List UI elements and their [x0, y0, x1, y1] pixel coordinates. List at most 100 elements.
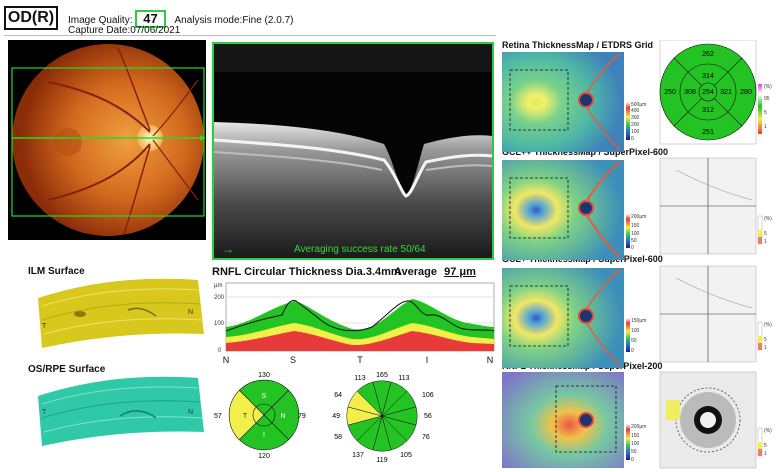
clock-value-10: 64: [334, 392, 342, 399]
rnfl-ytick-100: 100: [214, 321, 225, 327]
retina-scale-3: 200: [631, 122, 640, 128]
rnfl-scale-0: 200μm: [631, 424, 646, 430]
etdrs-scale-5: 5: [764, 110, 767, 116]
rnfl-scale-4: 0: [631, 457, 634, 463]
os-rpe-t-label: T: [42, 409, 47, 416]
rnfl-xtick-t: T: [357, 355, 363, 365]
rnfl-xtick-n2: N: [487, 355, 494, 365]
gclp-scale-2: 50: [631, 338, 637, 344]
gclpp-scale-5: 5: [764, 231, 767, 237]
gclp-thickness-map: [502, 268, 624, 368]
bscan-panel: → Averaging success rate 50/64: [212, 42, 494, 260]
quadrant-s-value: 130: [258, 372, 270, 379]
rnfl-average: Average 97 μm: [394, 266, 476, 278]
probability-panels: 262 250 280 251 314 308 254 321 312 (%) …: [659, 40, 772, 469]
bscan-arrow: →: [222, 242, 234, 256]
gclp-scale-pct: (%): [764, 322, 772, 328]
clock-value-2: 106: [422, 392, 434, 399]
gclpp-scale-0: 200μm: [631, 214, 646, 220]
rnfl-clock-chart: 165 113 106 56 76 105 119 137 58 49 64 1…: [332, 372, 434, 464]
thickness-maps: 500μm 400 300 200 100 0 200μm 150 100 50…: [502, 52, 646, 468]
os-rpe-surface-title: OS/RPE Surface: [28, 364, 106, 375]
etdrs-inner-t: 308: [684, 89, 696, 96]
fundus-photo: [8, 40, 206, 240]
header-divider: [4, 35, 496, 36]
os-rpe-n-label: N: [188, 409, 193, 416]
rnfl-ytick-0: 0: [218, 348, 222, 354]
gclp-scale-1: 100: [631, 328, 640, 334]
rnfl-ytick-200: 200: [214, 295, 225, 301]
ilm-surface-title: ILM Surface: [28, 266, 85, 277]
clock-value-5: 105: [400, 452, 412, 459]
clock-value-6: 119: [376, 457, 387, 464]
quadrant-t: [228, 389, 265, 441]
gclp-scale-5: 5: [764, 337, 767, 343]
etdrs-outer-i: 251: [702, 129, 714, 136]
rnfl-thickness-map: [502, 372, 624, 468]
image-quality-label: Image Quality:: [68, 15, 133, 26]
clock-value-1: 113: [398, 375, 409, 382]
rnfl-xtick-n1: N: [223, 355, 230, 365]
etdrs-outer-n: 280: [740, 89, 752, 96]
fundus-image: [11, 44, 206, 236]
rnfl-profile-chart: μm 200 100 0 N S T I N: [214, 282, 495, 365]
etdrs-grid: 262 250 280 251 314 308 254 321 312: [659, 43, 757, 141]
quadrant-n: [263, 389, 300, 441]
quadrant-i: [238, 414, 290, 451]
quadrant-i-value: 120: [258, 453, 270, 460]
rnfl-abnormal-band-red: [226, 331, 494, 351]
rnfl-prob-scale-1: 1: [764, 451, 767, 457]
retina-scale-4: 100: [631, 129, 640, 135]
etdrs-outer-t: 250: [664, 89, 676, 96]
retina-thickness-map: [502, 52, 624, 152]
eye-indicator: OD(R): [4, 6, 58, 30]
etdrs-inner-i: 312: [702, 107, 714, 114]
svg-text:S: S: [262, 393, 267, 400]
clock-sector-11: [356, 381, 383, 417]
rnfl-average-value: 97 μm: [444, 266, 476, 278]
etdrs-scale-95: 95: [764, 96, 770, 102]
etdrs-outer-s: 262: [702, 51, 714, 58]
etdrs-scale-1: 1: [764, 124, 767, 130]
etdrs-inner-n: 321: [720, 89, 732, 96]
retina-map-title: Retina ThicknessMap / ETDRS Grid: [502, 40, 654, 50]
ilm-surface-map: T N: [38, 278, 204, 348]
capture-date: Capture Date:07/06/2021: [68, 25, 181, 36]
clock-value-4: 76: [422, 434, 430, 441]
os-rpe-surface-map: T N: [38, 376, 204, 446]
ilm-t-label: T: [42, 323, 47, 330]
clock-value-11: 113: [354, 375, 365, 382]
rnfl-yunit: μm: [214, 283, 222, 289]
rnfl-average-label: Average: [394, 266, 438, 278]
gclp-scale-1: 1: [764, 345, 767, 351]
rnfl-thickness-line: [225, 299, 495, 332]
gclpp-scale-pct: (%): [764, 216, 772, 222]
gclpp-scale-2: 100: [631, 231, 640, 237]
rnfl-scale-1: 150: [631, 433, 640, 439]
retina-scale-1: 400: [631, 108, 640, 114]
rnfl-xtick-s: S: [290, 355, 296, 365]
clock-value-3: 56: [424, 413, 432, 420]
analysis-mode: Analysis mode:Fine (2.0.7): [174, 15, 294, 26]
retina-scale-2: 300: [631, 115, 640, 121]
rnfl-title: RNFL Circular Thickness Dia.3.4mm: [212, 266, 401, 278]
rnfl-prob-scale-5: 5: [764, 443, 767, 449]
etdrs-scale-pct: (%): [764, 84, 772, 90]
svg-text:T: T: [243, 413, 248, 420]
clock-value-8: 58: [334, 434, 342, 441]
quadrant-t-value: 57: [214, 413, 222, 420]
averaging-rate: Averaging success rate 50/64: [294, 244, 426, 255]
gclpp-scale-1: 1: [764, 239, 767, 245]
gclpp-scale-4: 0: [631, 245, 634, 251]
image-quality: Image Quality: 47 Analysis mode:Fine (2.…: [68, 10, 293, 28]
rnfl-scale-2: 100: [631, 441, 640, 447]
retina-scale-0: 500μm: [631, 102, 646, 108]
etdrs-inner-s: 314: [702, 73, 714, 80]
clock-value-12: 165: [376, 372, 388, 379]
gclpp-scale-1: 150: [631, 223, 640, 229]
clock-value-9: 49: [332, 413, 340, 420]
rnfl-xtick-i: I: [426, 355, 429, 365]
clock-value-7: 137: [352, 452, 364, 459]
svg-text:I: I: [263, 432, 265, 439]
ilm-n-label: N: [188, 309, 193, 316]
